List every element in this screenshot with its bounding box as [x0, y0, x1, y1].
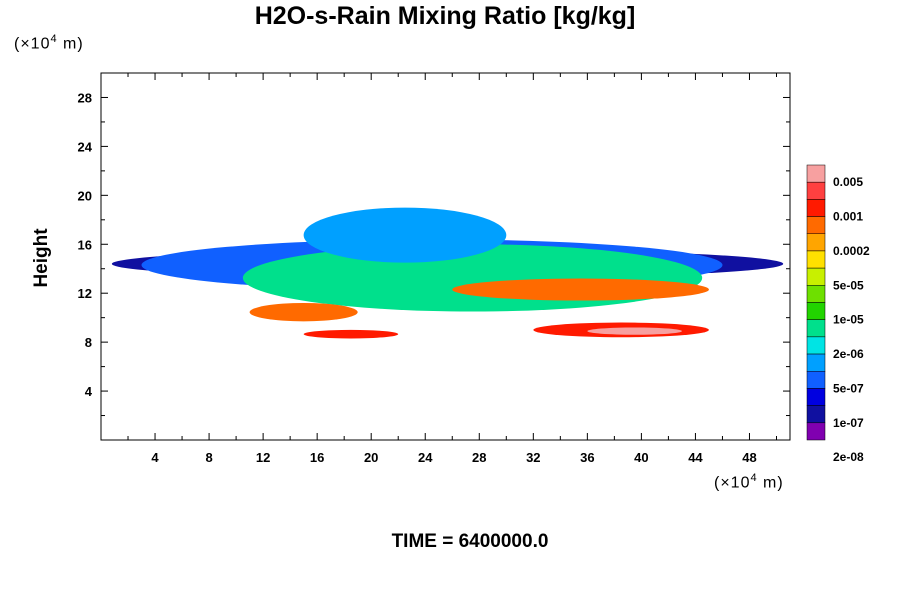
cloud-band-5: [249, 302, 358, 322]
cloud-band-4: [452, 278, 709, 301]
colorbar-swatch: [806, 371, 826, 389]
x-tick-label: 20: [364, 450, 378, 465]
x-tick-label: 36: [580, 450, 594, 465]
x-tick-label: 8: [205, 450, 212, 465]
colorbar-swatch: [806, 199, 826, 217]
colorbar-swatch: [806, 319, 826, 338]
y-tick-label: 24: [78, 139, 93, 154]
y-tick-label: 16: [78, 237, 92, 252]
y-axis-exponent: (×104 m): [14, 33, 84, 53]
colorbar-label: 0.005: [833, 175, 863, 189]
y-tick-label: 8: [85, 335, 92, 350]
x-tick-label: 28: [472, 450, 486, 465]
cloud-band-8: [587, 327, 682, 335]
x-tick-label: 12: [256, 450, 270, 465]
x-tick-label: 48: [742, 450, 756, 465]
colorbar-swatch: [806, 267, 826, 286]
y-tick-label: 20: [78, 188, 92, 203]
plot-frame: [100, 72, 791, 441]
y-tick-label: 28: [78, 90, 92, 105]
colorbar-swatch: [806, 164, 826, 183]
colorbar-label: 5e-07: [833, 381, 864, 395]
x-tick-label: 32: [526, 450, 540, 465]
colorbar-swatch: [806, 233, 826, 252]
colorbar-swatch: [806, 405, 826, 424]
x-axis-exponent: (×104 m): [714, 472, 784, 492]
colorbar-label: 2e-08: [833, 450, 864, 464]
cloud-band-6: [303, 329, 399, 339]
x-tick-label: 40: [634, 450, 648, 465]
x-tick-label: 24: [418, 450, 433, 465]
colorbar-label: 1e-07: [833, 416, 864, 430]
y-tick-label: 4: [85, 384, 93, 399]
colorbar-swatch: [806, 285, 826, 303]
colorbar-label: 0.001: [833, 210, 863, 224]
colorbar-swatch: [806, 422, 826, 441]
colorbar-label: 2e-06: [833, 347, 864, 361]
x-tick-label: 16: [310, 450, 324, 465]
contour-field: [111, 207, 784, 339]
cloud-band-3: [303, 207, 507, 263]
y-tick-label: 12: [78, 286, 92, 301]
time-label: TIME = 6400000.0: [391, 531, 549, 552]
colorbar-swatch: [806, 388, 826, 406]
x-tick-label: 44: [688, 450, 703, 465]
colorbar-swatch: [806, 250, 826, 269]
colorbar-swatch: [806, 181, 826, 200]
chart-title: H2O-s-Rain Mixing Ratio [kg/kg]: [254, 2, 636, 30]
colorbar-swatch: [806, 353, 826, 372]
colorbar-swatch: [806, 336, 826, 355]
colorbar-label: 0.0002: [833, 244, 870, 258]
x-tick-label: 4: [151, 450, 159, 465]
colorbar-swatch: [806, 216, 826, 234]
colorbar-label: 1e-05: [833, 313, 864, 327]
colorbar-label: 5e-05: [833, 278, 864, 292]
colorbar-swatch: [806, 302, 826, 320]
